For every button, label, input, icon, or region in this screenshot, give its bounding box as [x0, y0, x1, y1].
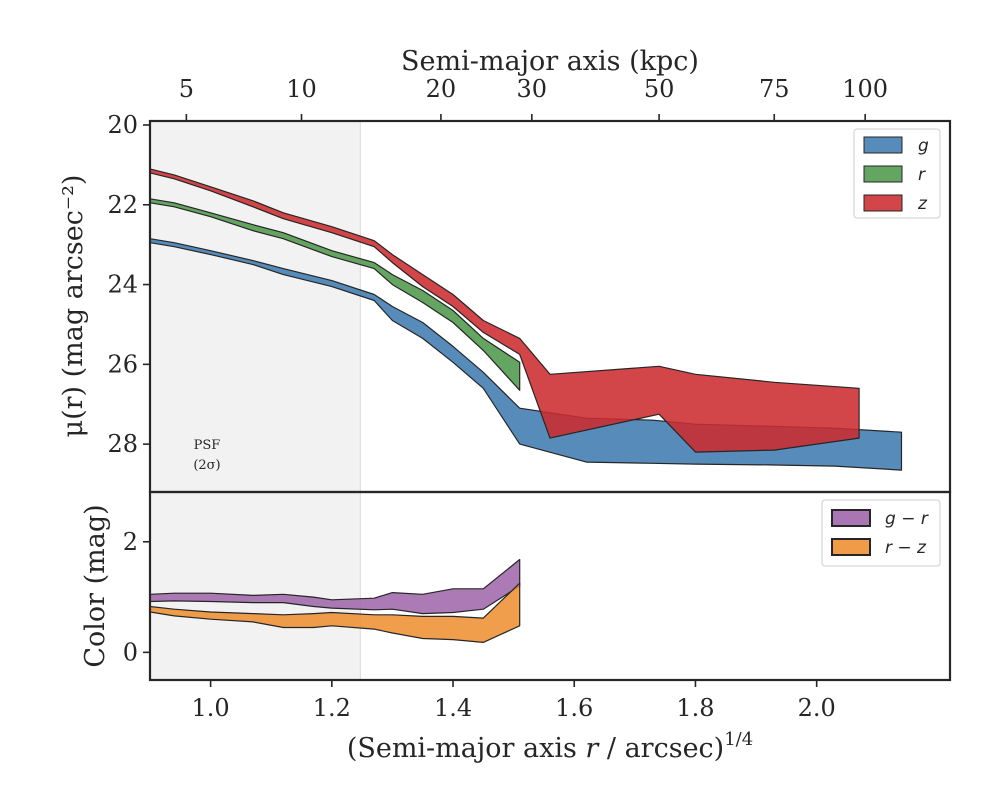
legend-color: g − r r − z [821, 499, 941, 567]
band-r [150, 198, 521, 391]
x-tick-label-1.6: 1.6 [555, 694, 593, 722]
kpc-tick-label-20: 20 [426, 75, 457, 103]
bottom-y-ticks: 02 [123, 528, 150, 666]
kpc-tick-label-100: 100 [842, 75, 888, 103]
psf-region-top [150, 121, 361, 492]
legend-swatch-g [863, 136, 903, 154]
bottom-panel-frame [148, 490, 952, 682]
x-title-rest: / arcsec) [598, 733, 724, 764]
surface-brightness-bands [150, 168, 903, 471]
legend-surface-brightness: grz [853, 128, 941, 219]
kpc-tick-label-10: 10 [286, 75, 317, 103]
kpc-tick-label-5: 5 [179, 75, 194, 103]
legend-label-z: z [917, 194, 928, 214]
top-x-axis-title: Semi-major axis (kpc) [401, 46, 699, 77]
legend-label-rz: r − z [885, 538, 927, 558]
legend-label-gr: g − r [885, 509, 929, 529]
x-tick-label-1.0: 1.0 [192, 694, 230, 722]
band-r-z [150, 582, 521, 644]
x-title-main: (Semi-major axis [347, 733, 586, 764]
color-tick-label-2: 2 [123, 528, 138, 556]
kpc-tick-label-50: 50 [644, 75, 675, 103]
bottom-y-axis-title: Color (mag) [80, 504, 111, 667]
x-title-sup: 1/4 [724, 729, 753, 750]
band-z [150, 168, 860, 453]
y-tick-label-26: 26 [107, 350, 138, 378]
top-kpc-ticks: 5 10 20 30 50 75 100 [179, 75, 888, 121]
color-bands [150, 558, 521, 644]
x-tick-label-2.0: 2.0 [798, 694, 836, 722]
color-tick-label-0: 0 [123, 638, 138, 666]
psf-region-bottom [150, 492, 361, 680]
legend-swatch-gr [831, 509, 871, 527]
legend-label-g: g [918, 136, 929, 156]
kpc-tick-label-30: 30 [517, 75, 548, 103]
top-y-axis-title: μ(r) (mag arcsec⁻²) [58, 175, 89, 438]
x-tick-label-1.8: 1.8 [676, 694, 714, 722]
y-tick-label-28: 28 [107, 430, 138, 458]
x-tick-label-1.2: 1.2 [313, 694, 351, 722]
x-tick-label-1.4: 1.4 [434, 694, 472, 722]
y-tick-label-24: 24 [107, 271, 138, 299]
psf-label-line1: PSF [194, 438, 221, 453]
kpc-tick-label-75: 75 [759, 75, 790, 103]
top-y-ticks: 20 22 24 26 28 [107, 111, 150, 458]
x-title-r: r [585, 733, 600, 764]
bottom-x-ticks: 1.0 1.2 1.4 1.6 1.8 2.0 [192, 680, 836, 722]
legend-swatch-z [863, 194, 903, 212]
psf-label-line2: (2σ) [193, 458, 220, 473]
legend-swatch-r [863, 165, 903, 183]
legend-swatch-rz [831, 538, 871, 556]
bottom-x-axis-title: (Semi-major axis r / arcsec)1/4 [347, 729, 753, 764]
y-tick-label-22: 22 [107, 191, 138, 219]
band-g [150, 238, 903, 471]
legend-label-r: r [918, 165, 926, 185]
y-tick-label-20: 20 [107, 111, 138, 139]
